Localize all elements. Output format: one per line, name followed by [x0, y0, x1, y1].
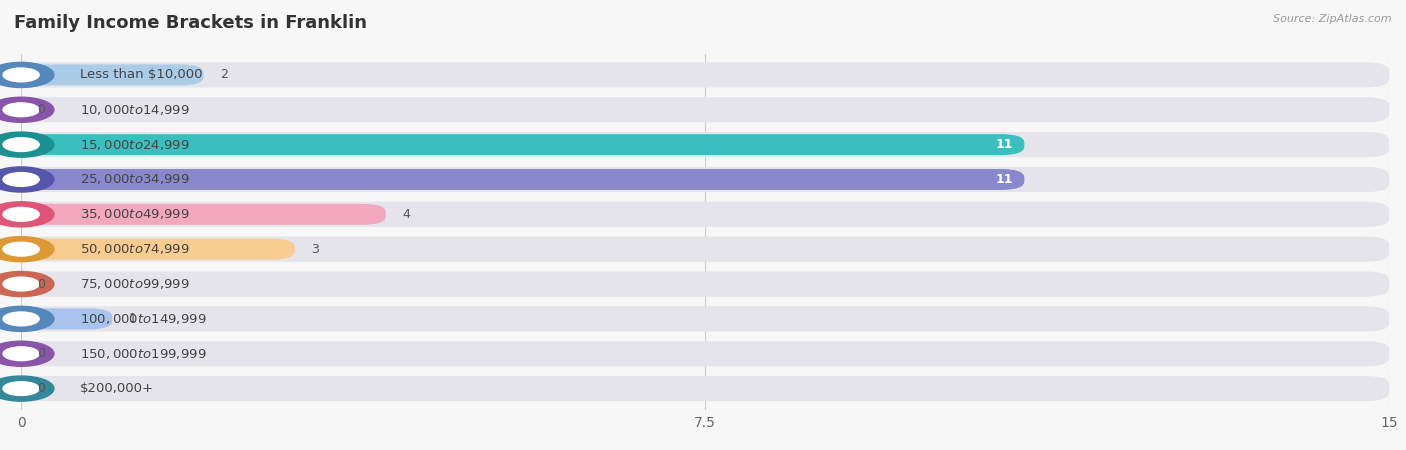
- Circle shape: [0, 237, 53, 262]
- Text: 0: 0: [38, 382, 45, 395]
- FancyBboxPatch shape: [21, 132, 1389, 157]
- Circle shape: [3, 68, 39, 82]
- FancyBboxPatch shape: [21, 202, 1389, 227]
- Text: $25,000 to $34,999: $25,000 to $34,999: [80, 172, 190, 186]
- Text: Less than $10,000: Less than $10,000: [80, 68, 202, 81]
- FancyBboxPatch shape: [21, 204, 385, 225]
- Text: 0: 0: [38, 347, 45, 360]
- Circle shape: [0, 63, 53, 87]
- Text: Source: ZipAtlas.com: Source: ZipAtlas.com: [1274, 14, 1392, 23]
- FancyBboxPatch shape: [21, 97, 1389, 122]
- Circle shape: [0, 306, 53, 332]
- Text: 1: 1: [129, 312, 136, 325]
- Text: $10,000 to $14,999: $10,000 to $14,999: [80, 103, 190, 117]
- Circle shape: [0, 376, 53, 401]
- Text: $75,000 to $99,999: $75,000 to $99,999: [80, 277, 190, 291]
- Text: 4: 4: [402, 208, 411, 221]
- Circle shape: [3, 347, 39, 360]
- FancyBboxPatch shape: [21, 167, 1389, 192]
- FancyBboxPatch shape: [21, 64, 204, 86]
- FancyBboxPatch shape: [21, 169, 1025, 190]
- FancyBboxPatch shape: [21, 271, 1389, 297]
- FancyBboxPatch shape: [21, 341, 1389, 366]
- Text: 3: 3: [311, 243, 319, 256]
- Circle shape: [3, 207, 39, 221]
- FancyBboxPatch shape: [21, 306, 1389, 332]
- Text: Family Income Brackets in Franklin: Family Income Brackets in Franklin: [14, 14, 367, 32]
- Text: $200,000+: $200,000+: [80, 382, 155, 395]
- Circle shape: [0, 97, 53, 122]
- FancyBboxPatch shape: [21, 134, 1025, 155]
- FancyBboxPatch shape: [21, 376, 1389, 401]
- Text: $100,000 to $149,999: $100,000 to $149,999: [80, 312, 207, 326]
- Circle shape: [0, 202, 53, 227]
- Text: 0: 0: [38, 103, 45, 116]
- Circle shape: [3, 277, 39, 291]
- Circle shape: [3, 382, 39, 396]
- Text: 0: 0: [38, 278, 45, 291]
- Circle shape: [0, 341, 53, 366]
- Circle shape: [0, 167, 53, 192]
- Circle shape: [3, 172, 39, 186]
- Circle shape: [0, 271, 53, 297]
- Text: 2: 2: [219, 68, 228, 81]
- Circle shape: [0, 132, 53, 157]
- FancyBboxPatch shape: [21, 238, 295, 260]
- Text: 11: 11: [995, 173, 1014, 186]
- Text: $35,000 to $49,999: $35,000 to $49,999: [80, 207, 190, 221]
- Circle shape: [3, 312, 39, 326]
- Text: $50,000 to $74,999: $50,000 to $74,999: [80, 242, 190, 256]
- FancyBboxPatch shape: [21, 63, 1389, 87]
- Text: $15,000 to $24,999: $15,000 to $24,999: [80, 138, 190, 152]
- Text: $150,000 to $199,999: $150,000 to $199,999: [80, 347, 207, 361]
- FancyBboxPatch shape: [21, 237, 1389, 262]
- FancyBboxPatch shape: [21, 308, 112, 329]
- Circle shape: [3, 242, 39, 256]
- Circle shape: [3, 138, 39, 152]
- Circle shape: [3, 103, 39, 117]
- Text: 11: 11: [995, 138, 1014, 151]
